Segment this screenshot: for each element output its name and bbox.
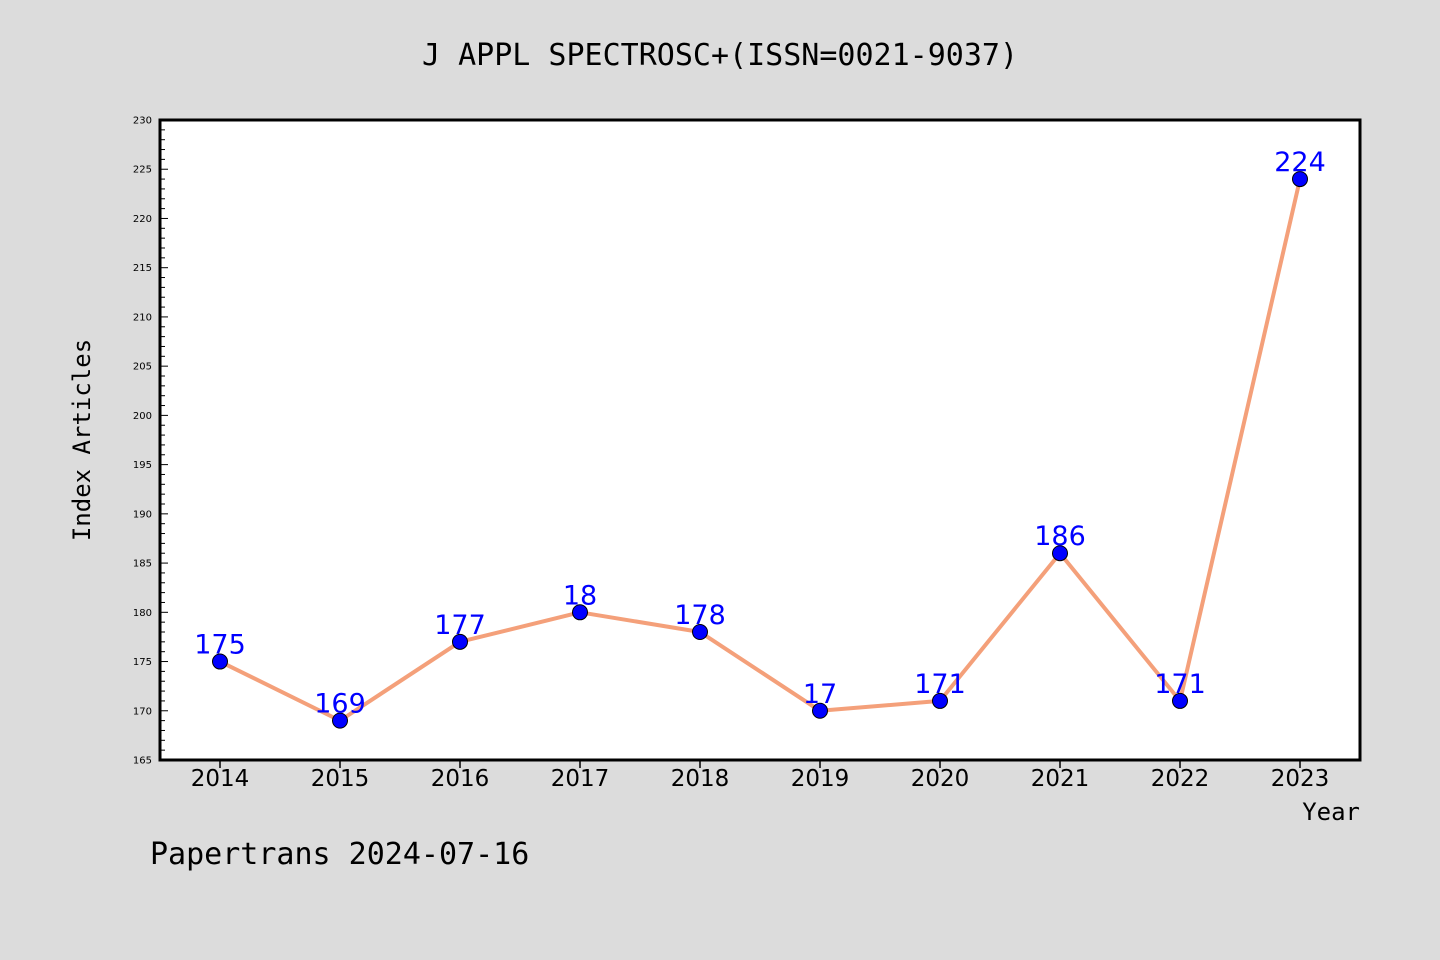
data-label: 171: [1154, 669, 1206, 700]
x-tick-label: 2016: [431, 766, 490, 792]
y-tick-label: 210: [133, 312, 152, 323]
y-tick-label: 170: [133, 706, 152, 717]
data-point: [212, 653, 228, 670]
data-label: 17: [803, 679, 837, 710]
y-tick-label: 195: [133, 460, 152, 471]
series-line-group: [218, 177, 1302, 723]
data-point: [572, 604, 588, 621]
x-tick-label: 2023: [1271, 766, 1330, 792]
y-tick-label: 225: [133, 165, 152, 176]
plot-frame: [158, 118, 1362, 762]
x-tick-label: 2020: [911, 766, 970, 792]
y-axis-label: Index Articles: [68, 339, 96, 541]
plot-area: [160, 120, 1360, 760]
data-label: 18: [563, 580, 597, 611]
y-tick-label: 175: [133, 657, 152, 668]
y-tick-label: 190: [133, 509, 152, 520]
data-point: [332, 712, 348, 729]
x-axis-ticks: 2014 2015 2016 2017 2018 2019 2020 2021 2022 2023: [191, 760, 1330, 792]
x-tick-label: 2017: [551, 766, 610, 792]
marker-group: [212, 171, 1308, 729]
data-point: [1052, 545, 1068, 562]
data-label: 186: [1034, 521, 1086, 552]
y-tick-label: 200: [133, 411, 152, 422]
y-tick-label: 215: [133, 263, 152, 274]
x-tick-label: 2022: [1151, 766, 1210, 792]
x-tick-label: 2014: [191, 766, 250, 792]
y-tick-label: 220: [133, 214, 152, 225]
data-label: 178: [674, 600, 726, 631]
data-label: 177: [434, 610, 486, 641]
y-tick-label: 185: [133, 559, 152, 570]
y-tick-label: 230: [133, 116, 152, 127]
data-label: 171: [914, 669, 966, 700]
x-tick-label: 2018: [671, 766, 730, 792]
y-tick-label: 165: [133, 756, 152, 767]
series-line: [218, 177, 1302, 723]
x-tick-label: 2015: [311, 766, 370, 792]
x-axis-label: Year: [1302, 798, 1360, 826]
data-point: [932, 692, 948, 709]
data-label: 224: [1274, 147, 1326, 178]
data-label-group: 175 169 177 18 178 17 171 186 171 224: [194, 147, 1326, 720]
y-tick-label: 180: [133, 608, 152, 619]
chart-title: J APPL SPECTROSC+(ISSN=0021-9037): [422, 38, 1018, 73]
data-label: 175: [194, 630, 246, 661]
footer-text: Papertrans 2024-07-16: [150, 837, 529, 872]
data-label: 169: [314, 689, 366, 720]
data-point: [692, 624, 708, 640]
x-tick-label: 2019: [791, 766, 850, 792]
data-point: [1292, 171, 1308, 188]
data-point: [1172, 692, 1188, 709]
y-tick-label: 205: [133, 362, 152, 373]
x-tick-label: 2021: [1031, 766, 1090, 792]
data-point: [452, 633, 468, 650]
data-point: [812, 702, 828, 719]
